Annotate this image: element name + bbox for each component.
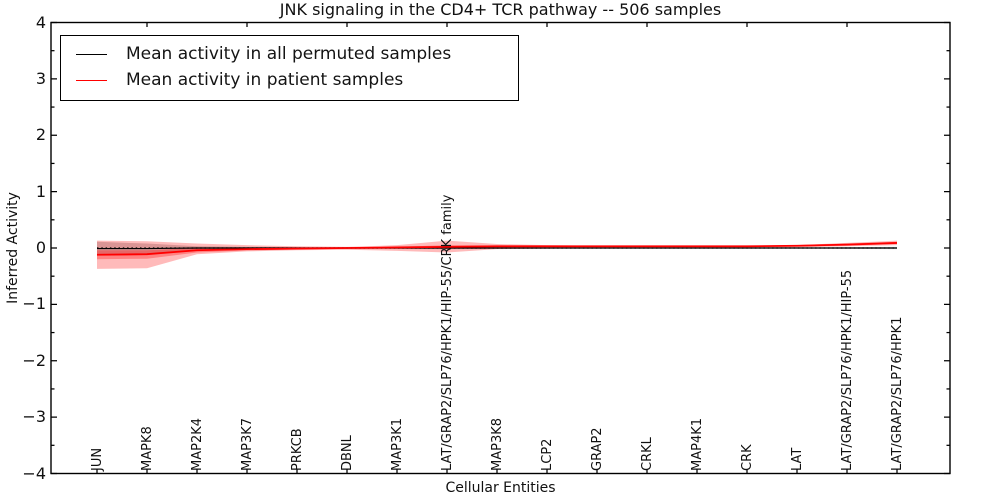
y-tick-label: 2 — [35, 125, 46, 145]
y-tick-label: −2 — [22, 350, 46, 370]
y-tick-label: 0 — [35, 238, 46, 257]
y-tick-label: 1 — [35, 181, 46, 201]
x-tick-label: LAT — [789, 447, 805, 471]
y-tick-label: −3 — [22, 407, 46, 427]
x-tick-label: GRAP2 — [589, 427, 605, 471]
x-tick-label: CRKL — [639, 437, 655, 471]
x-tick-label: MAP3K7 — [239, 417, 255, 471]
legend-label-permuted: Mean activity in all permuted samples — [126, 44, 452, 64]
x-tick-label: MAP3K1 — [389, 417, 405, 471]
legend-line-sample-red-icon — [76, 79, 107, 81]
chart-title: JNK signaling in the CD4+ TCR pathway --… — [279, 0, 722, 19]
x-tick-label: MAP3K8 — [489, 417, 505, 471]
x-tick-label: MAPK8 — [139, 426, 155, 471]
legend-item-patient: Mean activity in patient samples — [61, 67, 518, 93]
x-axis-title: Cellular Entities — [445, 480, 556, 496]
x-tick-label: MAP4K1 — [689, 417, 705, 471]
y-tick-label: 4 — [35, 12, 46, 32]
x-tick-label: DBNL — [339, 435, 355, 471]
x-tick-label: LAT/GRAP2/SLP76/HPK1 — [889, 316, 905, 471]
legend: Mean activity in all permuted samples Me… — [60, 35, 519, 101]
legend-item-permuted: Mean activity in all permuted samples — [61, 41, 518, 67]
x-tick-label: CRK — [739, 444, 755, 471]
legend-label-patient: Mean activity in patient samples — [126, 70, 404, 90]
x-tick-label: PRKCB — [289, 428, 305, 471]
y-tick-label: −1 — [22, 294, 46, 314]
x-tick-label: LAT/GRAP2/SLP76/HPK1/HIP-55 — [839, 269, 855, 471]
y-tick-label: −4 — [22, 463, 46, 483]
x-tick-label: MAP2K4 — [189, 417, 205, 471]
x-tick-label: LCP2 — [539, 438, 555, 471]
legend-line-sample-black-icon — [76, 53, 107, 55]
x-tick-label: LAT/GRAP2/SLP76/HPK1/HIP-55/CRK family — [439, 194, 455, 471]
x-tick-label: JUN — [89, 447, 105, 471]
y-tick-label: 3 — [35, 68, 46, 88]
y-axis-title: Inferred Activity — [5, 192, 21, 304]
